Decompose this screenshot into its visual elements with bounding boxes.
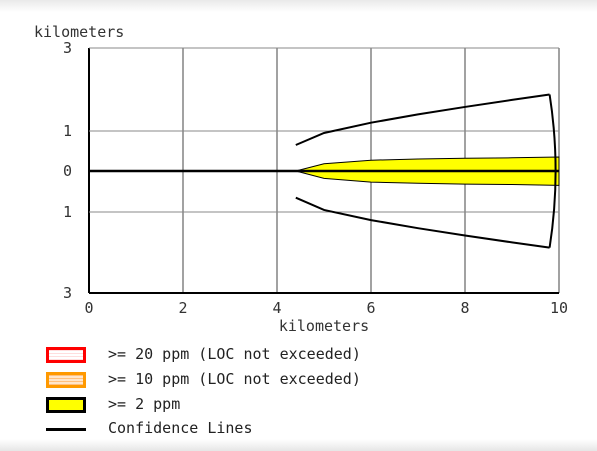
- legend-label-10ppm: >= 10 ppm (LOC not exceeded): [108, 370, 361, 388]
- legend-swatch-2ppm: [46, 397, 86, 413]
- confidence-line-lower: [295, 196, 550, 249]
- legend-label-confidence: Confidence Lines: [108, 419, 253, 437]
- y-tick-label-2: 0: [63, 162, 72, 180]
- x-axis-label: kilometers: [279, 317, 369, 335]
- y-tick-label-3: 1: [63, 203, 72, 221]
- x-tick-label-10: 10: [550, 299, 568, 317]
- y-tick-label-0: 3: [63, 39, 72, 57]
- x-tick-label-0: 0: [84, 299, 93, 317]
- confidence-arc: [548, 94, 557, 248]
- legend-swatch-confidence: [46, 428, 86, 431]
- y-tick-label-1: 1: [63, 122, 72, 140]
- y-tick-label-4: 3: [63, 284, 72, 302]
- legend-swatch-20ppm: [46, 347, 86, 363]
- x-tick-label-6: 6: [366, 299, 375, 317]
- legend-item-confidence: Confidence Lines: [46, 418, 506, 440]
- top-shadow: [0, 0, 597, 12]
- legend-label-20ppm: >= 20 ppm (LOC not exceeded): [108, 345, 361, 363]
- x-tick-label-4: 4: [272, 299, 281, 317]
- legend-item-10ppm: >= 10 ppm (LOC not exceeded): [46, 369, 506, 391]
- y-axis-label: kilometers: [34, 23, 124, 41]
- bottom-shadow: [0, 439, 597, 451]
- legend-item-2ppm: >= 2 ppm: [46, 394, 506, 416]
- legend-item-20ppm: >= 20 ppm (LOC not exceeded): [46, 344, 506, 366]
- x-tick-label-2: 2: [178, 299, 187, 317]
- legend-label-2ppm: >= 2 ppm: [108, 395, 181, 413]
- x-tick-label-8: 8: [460, 299, 469, 317]
- legend-swatch-10ppm: [46, 372, 86, 388]
- confidence-line-upper: [295, 93, 550, 146]
